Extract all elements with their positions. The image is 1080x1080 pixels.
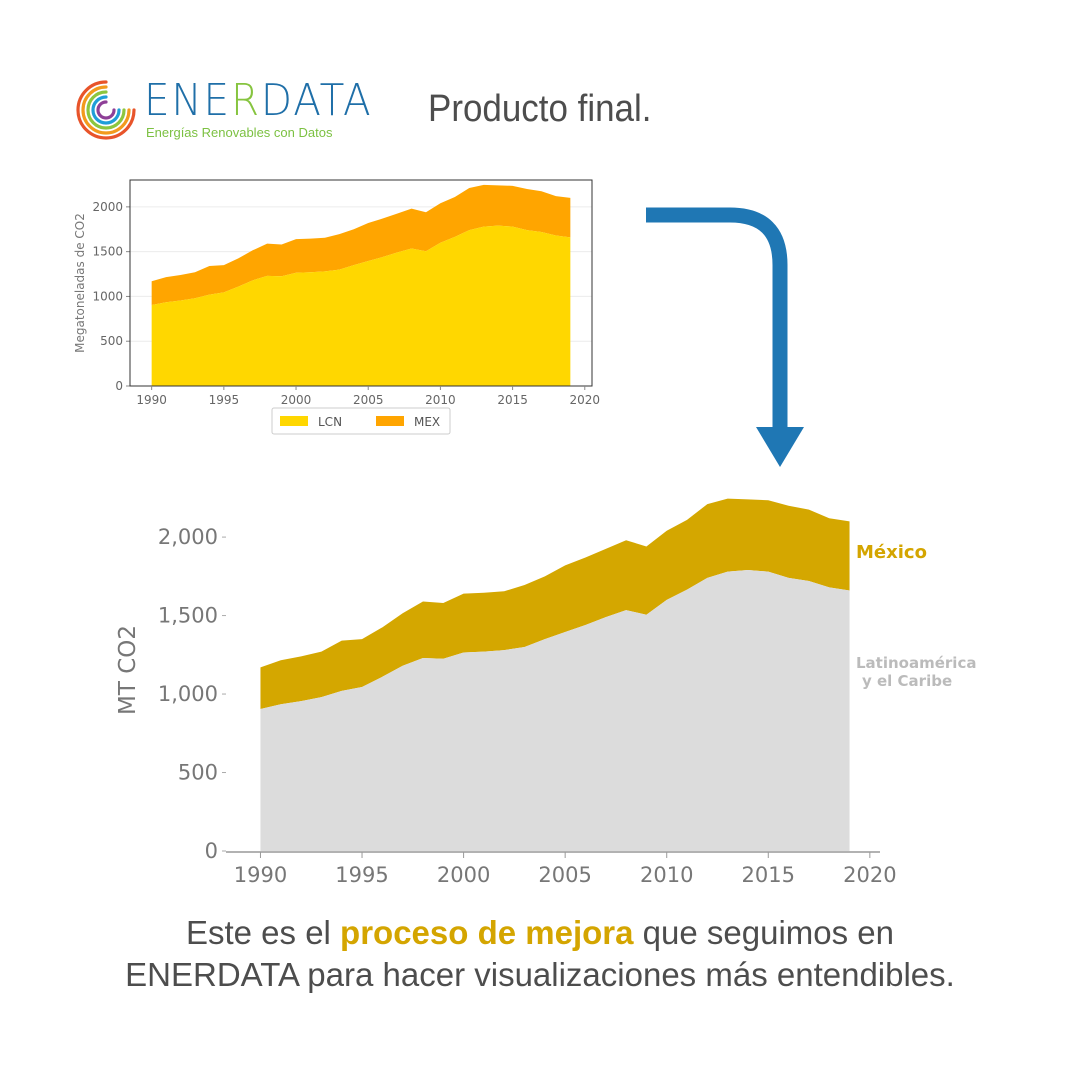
- caption: Este es el proceso de mejora que seguimo…: [0, 912, 1080, 996]
- y-tick-label: 1500: [92, 245, 123, 259]
- page-title: Producto final.: [428, 88, 652, 130]
- x-tick-label: 2000: [281, 393, 312, 407]
- series-area-latam: [260, 570, 850, 851]
- x-tick-label: 1995: [335, 863, 388, 887]
- final-stacked-area-chart: 0 500 1,000 1,500 2,000 1990 1995 2000 2005 2010 2…: [115, 498, 976, 887]
- y-tick-label: 1000: [92, 289, 123, 303]
- x-tick-label: 2005: [353, 393, 384, 407]
- logo-tagline: Energías Renovables con Datos: [146, 125, 333, 140]
- legend-label-lcn: LCN: [318, 415, 342, 429]
- logo-wordmark: ENERDATA: [144, 75, 373, 126]
- x-tick-label: 2000: [437, 863, 490, 887]
- x-tick-label: 1995: [209, 393, 240, 407]
- y-tick-label: 1,500: [158, 604, 218, 628]
- original-stacked-area-chart: 0 500 1000 1500 2000 1990 1995 2000 2005 2010 2015…: [73, 179, 601, 435]
- y-tick-label: 500: [100, 334, 123, 348]
- x-tick-label: 2020: [843, 863, 896, 887]
- enerdata-logo: ENERDATA Energías Renovables con Datos: [74, 76, 371, 146]
- y-tick-label: 2000: [92, 200, 123, 214]
- y-tick-label: 500: [178, 761, 218, 785]
- x-tick-label: 2010: [640, 863, 693, 887]
- arrow-down-icon: [646, 207, 804, 467]
- legend-box: [271, 407, 451, 435]
- legend-swatch-lcn: [280, 416, 308, 426]
- y-axis-label: MT CO2: [115, 625, 141, 715]
- x-tick-label: 2015: [497, 393, 528, 407]
- series-area-lcn: [151, 225, 571, 386]
- series-area-mexico: [260, 498, 850, 709]
- rainbow-spiral-icon: [76, 80, 136, 140]
- series-label-latam-line2: y el Caribe: [862, 672, 952, 690]
- series-label-mexico: México: [856, 542, 927, 563]
- x-tick-label: 2015: [742, 863, 795, 887]
- caption-line-1: Este es el proceso de mejora que seguimo…: [185, 914, 895, 951]
- caption-line-2: ENERDATA para hacer visualizaciones más …: [125, 956, 955, 993]
- y-tick-label: 0: [205, 839, 218, 863]
- series-label-latam-line1: Latinoamérica: [856, 654, 976, 672]
- x-tick-label: 1990: [234, 863, 287, 887]
- x-tick-label: 2020: [570, 393, 601, 407]
- x-tick-label: 2005: [538, 863, 591, 887]
- y-tick-label: 1,000: [158, 682, 218, 706]
- legend-label-mex: MEX: [414, 415, 440, 429]
- y-tick-label: 2,000: [158, 525, 218, 549]
- caption-highlight: proceso de mejora: [340, 914, 634, 951]
- x-tick-label: 1990: [136, 393, 167, 407]
- plot-frame: [129, 179, 593, 387]
- x-tick-label: 2010: [425, 393, 456, 407]
- y-tick-label: 0: [115, 379, 123, 393]
- series-area-mex: [151, 184, 571, 305]
- legend-swatch-mex: [376, 416, 404, 426]
- y-axis-label: Megatoneladas de CO2: [73, 213, 87, 353]
